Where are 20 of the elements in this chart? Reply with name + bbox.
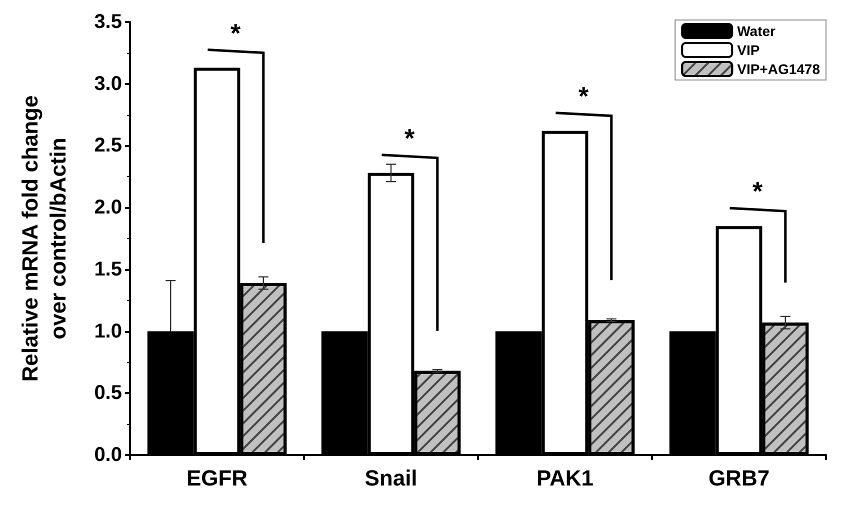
y-tick-label: 0.5 <box>94 382 122 404</box>
y-tick-label: 0.0 <box>94 444 122 466</box>
y-tick-label: 2.0 <box>94 196 122 219</box>
x-tick-label: GRB7 <box>708 466 770 490</box>
annotation: * <box>752 176 764 206</box>
annotation: * <box>230 18 242 48</box>
x-tick-label: Snail <box>364 466 418 490</box>
annotation: * <box>578 80 590 111</box>
y-tick-label: 1.0 <box>94 320 122 342</box>
x-tick-label: PAK1 <box>536 466 594 490</box>
annotation: * <box>404 122 416 153</box>
legend-label: VIP <box>737 42 760 58</box>
y-axis-title: Relative mRNA fold change over control/bActin <box>18 95 70 382</box>
y-tick-label: 2.5 <box>94 134 122 157</box>
y-tick-label: 3.0 <box>94 72 122 95</box>
y-tick-label: 3.5 <box>94 11 122 33</box>
y-tick-label: 1.5 <box>94 258 122 280</box>
x-tick-label: EGFR <box>186 466 248 490</box>
legend-label: Water <box>737 23 776 39</box>
legend-label: VIP+AG1478 <box>737 61 820 77</box>
